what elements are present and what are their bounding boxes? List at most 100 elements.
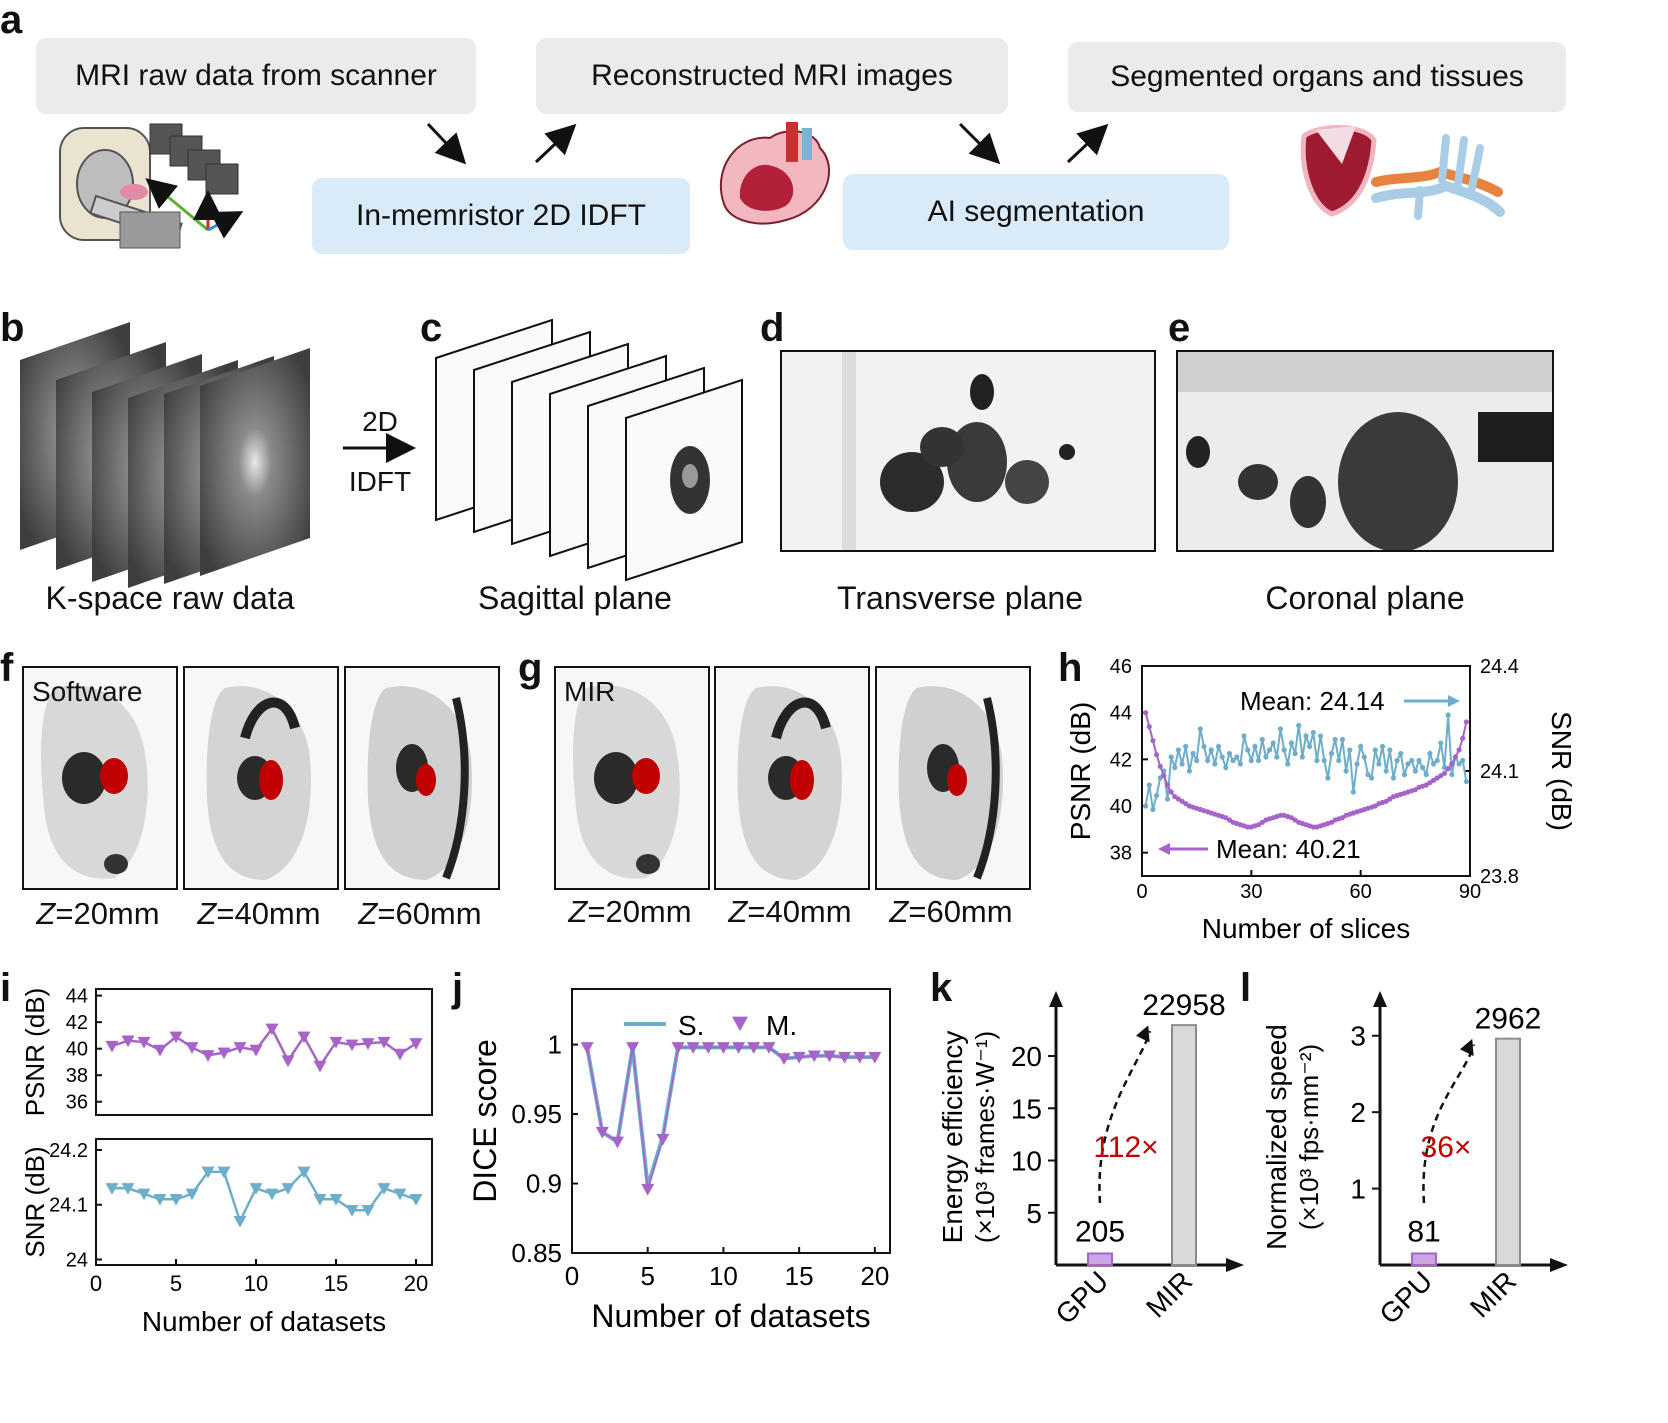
psnr-point xyxy=(1146,724,1152,730)
snr-point xyxy=(1277,726,1284,732)
y-axis-label-line1: Normalized speed xyxy=(1261,1024,1292,1250)
snr-point xyxy=(1314,757,1320,764)
psnr-point xyxy=(1161,773,1167,779)
psnr-marker xyxy=(329,1036,343,1049)
x-tick-label: GPU xyxy=(1373,1265,1438,1330)
y-tick-label: 44 xyxy=(1110,703,1132,725)
snr-marker xyxy=(329,1194,343,1206)
snr-point xyxy=(1168,754,1174,760)
psnr-marker xyxy=(297,1031,311,1044)
snr-point xyxy=(1201,743,1207,750)
y-tick-label: 40 xyxy=(1110,796,1132,818)
snr-point xyxy=(1434,757,1440,764)
snr-point xyxy=(1190,750,1196,757)
snr-point xyxy=(1263,754,1269,760)
mir-marker xyxy=(853,1051,867,1064)
snr-point xyxy=(1248,757,1254,764)
snr-point xyxy=(1241,733,1247,739)
snr-point xyxy=(1150,806,1156,813)
snr-point xyxy=(1438,740,1444,746)
psnr-point xyxy=(1277,812,1284,818)
snr-point xyxy=(1358,743,1364,750)
x-tick-label: MIR xyxy=(1140,1265,1198,1323)
psnr-marker xyxy=(233,1042,247,1054)
y-tick-label: 46 xyxy=(1110,656,1132,678)
snr-point xyxy=(1412,768,1418,774)
idft-arrow-top: 2D xyxy=(362,406,398,437)
snr-point xyxy=(1336,757,1342,764)
y-tick-label: 2 xyxy=(1350,1097,1366,1128)
coronal-image xyxy=(1176,350,1554,552)
psnr-point xyxy=(1310,824,1316,830)
x-tick-label: 5 xyxy=(640,1261,654,1291)
psnr-marker xyxy=(105,1040,119,1053)
x-tick-label: 90 xyxy=(1459,881,1481,903)
software-line xyxy=(585,1045,875,1187)
value-label-gpu: 81 xyxy=(1407,1215,1440,1248)
snr-marker xyxy=(217,1166,231,1179)
coronal-caption: Coronal plane xyxy=(1265,580,1465,616)
snr-point xyxy=(1223,764,1229,771)
mir-marker xyxy=(792,1051,806,1064)
bar-mir xyxy=(1495,1037,1521,1267)
snr-point xyxy=(1237,761,1243,767)
kspace-caption: K-space raw data xyxy=(45,580,295,616)
snr-point xyxy=(1354,761,1360,767)
transverse-caption: Transverse plane xyxy=(836,580,1084,616)
software-slice-z20 xyxy=(22,666,178,890)
flow-arrow xyxy=(534,123,577,164)
mir-marker xyxy=(822,1050,836,1063)
snr-point xyxy=(1372,747,1378,753)
y-tick-label: 10 xyxy=(1011,1146,1042,1177)
snr-point xyxy=(1226,750,1233,757)
snr-marker xyxy=(313,1194,327,1206)
snr-marker xyxy=(105,1183,119,1195)
snr-point xyxy=(1365,771,1371,778)
psnr-marker xyxy=(201,1050,215,1062)
value-label-mir: 2962 xyxy=(1475,1003,1542,1036)
psnr-plot-frame xyxy=(95,988,433,1116)
y-tick-label: 3 xyxy=(1350,1021,1366,1052)
software-z40-caption: Z=40mm xyxy=(197,896,321,931)
reconstructed-box: Reconstructed MRI images xyxy=(536,38,1008,114)
mir-marker xyxy=(686,1042,700,1054)
psnr-marker xyxy=(137,1036,151,1049)
snr-marker xyxy=(233,1215,247,1228)
snr-point xyxy=(1194,757,1200,764)
snr-marker xyxy=(153,1194,167,1206)
y-axis-arrowhead xyxy=(1373,991,1387,1007)
psnr-marker xyxy=(169,1031,183,1044)
kspace-stack xyxy=(20,322,310,588)
bar-gpu xyxy=(1087,1252,1113,1267)
ratio-label: 36× xyxy=(1421,1131,1472,1164)
chart-k: 5 10 15 20 GPU MIR 205 22958 112× Energy efficien… xyxy=(937,989,1244,1330)
snr-point xyxy=(1390,775,1397,781)
snr-point xyxy=(1299,754,1305,760)
snr-point xyxy=(1234,754,1240,760)
chart-j: 0 5 10 15 20 0.85 0.9 0.95 1 S. M. Number of datase… xyxy=(467,988,891,1334)
chart-h: 0 30 60 90 38 40 42 44 46 23.8 24.1 24.4 Mean: 24.14… xyxy=(1065,656,1577,944)
panel-d-letter: d xyxy=(760,306,785,350)
snr-point xyxy=(1183,743,1189,750)
snr-point xyxy=(1347,747,1353,753)
mir-marker xyxy=(762,1042,776,1054)
y-tick-label: 15 xyxy=(1011,1093,1042,1124)
mir-marker xyxy=(701,1042,715,1054)
y-tick-label: 24 xyxy=(66,1250,88,1272)
snr-point xyxy=(1350,789,1356,795)
snr-point xyxy=(1409,757,1415,764)
snr-point xyxy=(1288,740,1295,746)
panel-j-letter: j xyxy=(452,966,464,1010)
x-tick-label: 20 xyxy=(404,1271,428,1296)
ratio-arrowhead xyxy=(1460,1038,1474,1057)
snr-point xyxy=(1252,743,1258,750)
psnr-marker xyxy=(313,1060,327,1073)
snr-point xyxy=(1274,754,1280,760)
y-axis-label-line2: (×10³ fps·mm⁻²) xyxy=(1294,1044,1324,1230)
panel-a-letter: a xyxy=(0,0,23,42)
ratio-arrow xyxy=(1098,1030,1152,1204)
sagittal-caption: Sagittal plane xyxy=(478,580,672,616)
mir-slice-z40 xyxy=(714,666,870,890)
snr-point xyxy=(1259,736,1265,743)
mir-marker xyxy=(716,1042,730,1054)
